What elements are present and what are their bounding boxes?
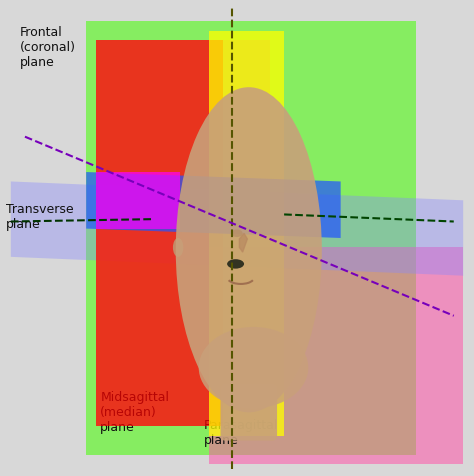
Polygon shape [96,172,181,228]
Ellipse shape [227,259,244,268]
Polygon shape [239,233,247,252]
Text: Transverse
plane: Transverse plane [6,203,74,231]
Polygon shape [209,30,284,436]
Polygon shape [96,40,270,426]
Text: Midsagittal
(median)
plane: Midsagittal (median) plane [100,391,169,434]
Ellipse shape [231,229,243,237]
Polygon shape [209,248,463,464]
Polygon shape [86,172,341,238]
Ellipse shape [176,87,322,412]
Polygon shape [11,181,463,276]
Ellipse shape [199,327,308,408]
FancyBboxPatch shape [220,384,277,441]
Text: Parasagittal
plane: Parasagittal plane [204,419,278,447]
Polygon shape [96,40,223,426]
Ellipse shape [173,238,183,257]
Polygon shape [86,21,416,455]
Text: Frontal
(coronal)
plane: Frontal (coronal) plane [20,26,76,69]
